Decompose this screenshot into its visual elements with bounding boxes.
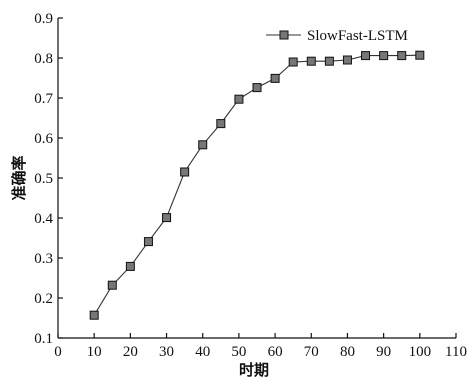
data-point	[270, 73, 280, 83]
y-tick-label: 0.3	[34, 251, 53, 267]
data-point	[216, 119, 226, 129]
y-tick-label: 0.1	[34, 331, 53, 347]
x-tick-label: 50	[231, 344, 246, 360]
x-axis-ticks: 0 10 20 30 40 50 60 70 80 90 100 110	[54, 333, 467, 360]
data-point	[125, 261, 135, 271]
data-point	[397, 51, 407, 61]
data-point	[143, 237, 153, 247]
data-point	[379, 51, 389, 61]
y-tick-label: 0.4	[34, 211, 53, 227]
x-tick-label: 60	[268, 344, 283, 360]
data-point	[324, 56, 334, 66]
y-tick-label: 0.2	[34, 291, 53, 307]
y-tick-label: 0.7	[34, 91, 53, 107]
legend-label: SlowFast-LSTM	[307, 28, 408, 44]
y-tick-label: 0.5	[34, 171, 53, 187]
data-point	[415, 50, 425, 60]
data-point	[198, 140, 208, 150]
data-point	[180, 167, 190, 177]
data-point	[288, 57, 298, 67]
series-group	[89, 50, 425, 320]
x-tick-label: 70	[304, 344, 319, 360]
data-point	[107, 280, 117, 290]
x-tick-label: 40	[195, 344, 210, 360]
y-tick-label: 0.6	[34, 131, 53, 147]
data-point	[306, 56, 316, 66]
data-point	[342, 55, 352, 65]
series-line	[93, 54, 420, 316]
y-axis-ticks: 0.1 0.2 0.3 0.4 0.5 0.6 0.7 0.8 0.9	[34, 11, 63, 347]
data-point	[234, 94, 244, 104]
x-axis-title: 时期	[239, 361, 269, 378]
y-tick-label: 0.9	[34, 11, 53, 27]
axes	[57, 18, 456, 339]
y-axis-title: 准确率	[10, 155, 28, 200]
data-point	[89, 310, 99, 320]
x-tick-label: 10	[87, 344, 102, 360]
x-tick-label: 110	[445, 344, 467, 360]
x-tick-label: 0	[54, 344, 62, 360]
x-tick-label: 20	[123, 344, 138, 360]
x-tick-label: 90	[376, 344, 391, 360]
legend-marker	[279, 30, 289, 40]
data-point	[252, 83, 262, 93]
x-tick-label: 100	[409, 344, 432, 360]
y-tick-label: 0.8	[34, 51, 53, 67]
legend: SlowFast-LSTM	[266, 28, 408, 44]
data-point	[162, 213, 172, 223]
x-tick-label: 80	[340, 344, 355, 360]
x-tick-label: 30	[159, 344, 174, 360]
data-point	[361, 51, 371, 61]
